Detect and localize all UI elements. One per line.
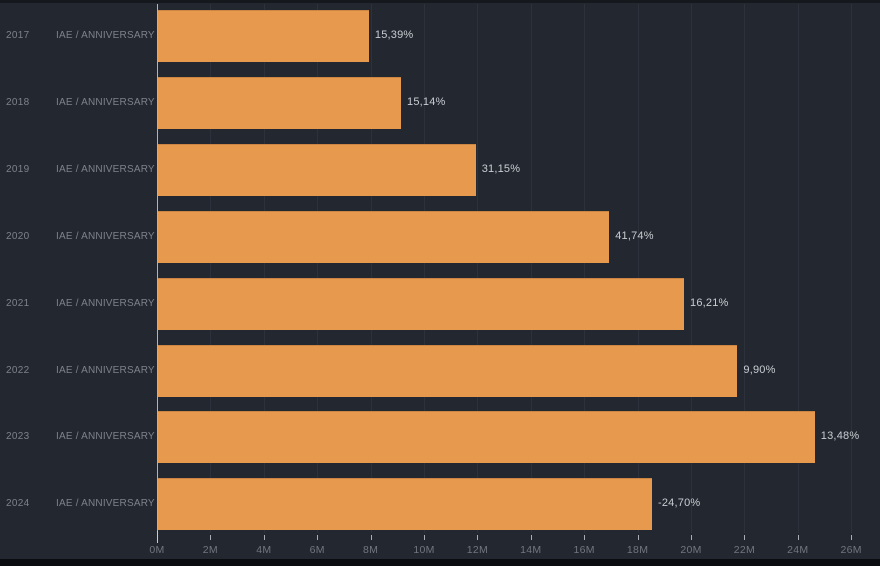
x-tick-label: 24M [787, 544, 809, 556]
year-label: 2017 [6, 30, 30, 41]
x-tick [317, 535, 319, 540]
x-tick-label: 18M [626, 544, 649, 556]
x-tick-label: 0M [149, 544, 165, 556]
bar-value-label: 15,14% [407, 95, 446, 108]
category-label: IAE / ANNIVERSARY [56, 498, 155, 510]
x-tick-label: 8M [363, 544, 379, 556]
gridline [477, 4, 479, 533]
bar[interactable] [158, 143, 476, 196]
x-tick-label: 2M [202, 544, 218, 556]
x-tick-label: 6M [309, 544, 325, 556]
bar[interactable] [158, 344, 738, 397]
x-tick [370, 535, 372, 540]
x-tick [797, 535, 799, 540]
bar-value-label: -24,70% [658, 497, 701, 510]
bar[interactable] [158, 10, 369, 62]
category-label: IAE / ANNIVERSARY [56, 96, 155, 108]
x-tick-label: 20M [680, 544, 702, 556]
year-label: 2018 [6, 96, 30, 108]
x-tick-label: 12M [466, 544, 489, 556]
x-tick-label: 14M [520, 544, 542, 556]
x-tick-label: 26M [840, 544, 862, 556]
year-label: 2019 [6, 163, 30, 175]
gridline [584, 4, 586, 533]
x-tick [424, 535, 425, 540]
gridline [530, 4, 532, 533]
year-label: 2023 [6, 431, 30, 443]
x-tick [851, 535, 853, 540]
category-label: IAE / ANNIVERSARY [56, 30, 155, 41]
bar-value-label: 16,21% [690, 296, 729, 309]
gridline [424, 4, 425, 533]
x-tick-label: 10M [413, 544, 435, 556]
category-label: IAE / ANNIVERSARY [56, 431, 155, 443]
x-tick [691, 535, 692, 540]
category-label: IAE / ANNIVERSARY [56, 364, 155, 376]
year-label: 2022 [6, 364, 30, 376]
gridline [317, 4, 319, 533]
x-tick-label: 22M [733, 544, 756, 556]
gridline [210, 4, 212, 533]
bar[interactable] [158, 478, 652, 531]
bar[interactable] [158, 210, 610, 263]
gridline [370, 4, 372, 533]
gridline [691, 4, 692, 533]
x-tick [210, 535, 212, 540]
gridline [851, 4, 853, 533]
bar[interactable] [158, 411, 815, 464]
x-tick-label: 4M [256, 544, 272, 556]
x-tick [530, 535, 532, 540]
gridline [263, 4, 265, 533]
bar-value-label: 13,48% [820, 430, 860, 443]
bar-value-label: 9,90% [743, 363, 776, 376]
category-label: IAE / ANNIVERSARY [56, 297, 155, 309]
gridline [637, 4, 639, 533]
bar-value-label: 41,74% [615, 229, 654, 242]
category-label: IAE / ANNIVERSARY [56, 230, 155, 242]
year-label: 2024 [6, 498, 30, 510]
gridline [797, 4, 799, 533]
x-tick-label: 16M [573, 544, 595, 556]
year-label: 2020 [6, 230, 30, 242]
x-tick [744, 535, 746, 540]
bar[interactable] [158, 76, 401, 129]
gridline [744, 4, 746, 533]
top-edge-strip [0, 0, 880, 3]
x-tick [477, 535, 479, 540]
bar-value-label: 15,39% [374, 29, 414, 41]
category-label: IAE / ANNIVERSARY [56, 163, 155, 175]
year-label: 2021 [6, 297, 30, 309]
x-tick [263, 535, 265, 540]
x-tick [157, 531, 158, 543]
bar-value-label: 31,15% [481, 162, 521, 175]
x-tick [584, 535, 586, 540]
bar[interactable] [158, 277, 684, 330]
bottom-edge-strip [0, 559, 880, 566]
y-axis-line [157, 4, 158, 533]
x-tick [637, 535, 639, 540]
